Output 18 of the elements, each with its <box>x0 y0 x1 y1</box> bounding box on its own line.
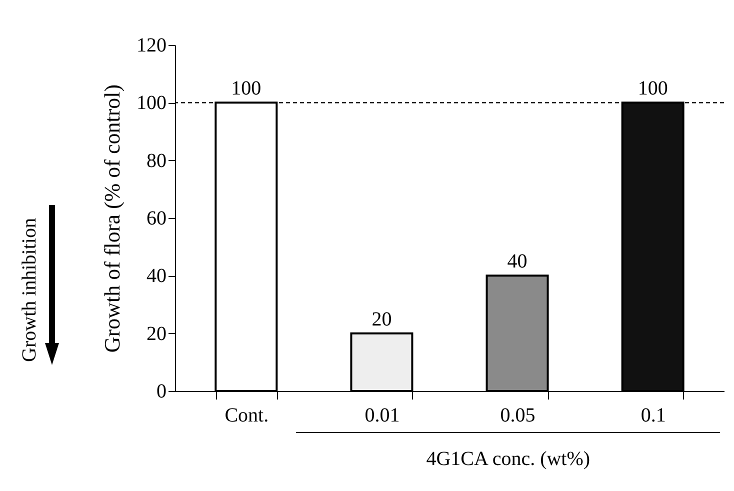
data-label: 100 <box>231 78 262 100</box>
y-tick-label: 120 <box>136 34 166 56</box>
y-tick-label: 60 <box>146 208 166 230</box>
data-label: 20 <box>372 308 392 330</box>
data-label: 100 <box>638 78 668 100</box>
x-tick-label: 0.05 <box>500 404 536 426</box>
x-axis-title: 4G1CA conc. (wt%) <box>426 448 590 471</box>
y-tick-label: 100 <box>136 92 166 114</box>
x-tick-label: Cont. <box>224 404 269 426</box>
text: Growth inhibition <box>18 218 42 362</box>
x-tick-label: 0.01 <box>364 404 400 426</box>
y-tick-label: 40 <box>146 265 166 288</box>
y-tick-label: 80 <box>146 150 166 172</box>
y-axis-title: Growth of flora (% of control) <box>100 84 124 353</box>
x-tick-label: 0.1 <box>640 404 666 426</box>
y-tick-label: 20 <box>146 322 166 345</box>
data-label: 40 <box>507 250 528 273</box>
y-tick-label: 0 <box>156 380 166 402</box>
